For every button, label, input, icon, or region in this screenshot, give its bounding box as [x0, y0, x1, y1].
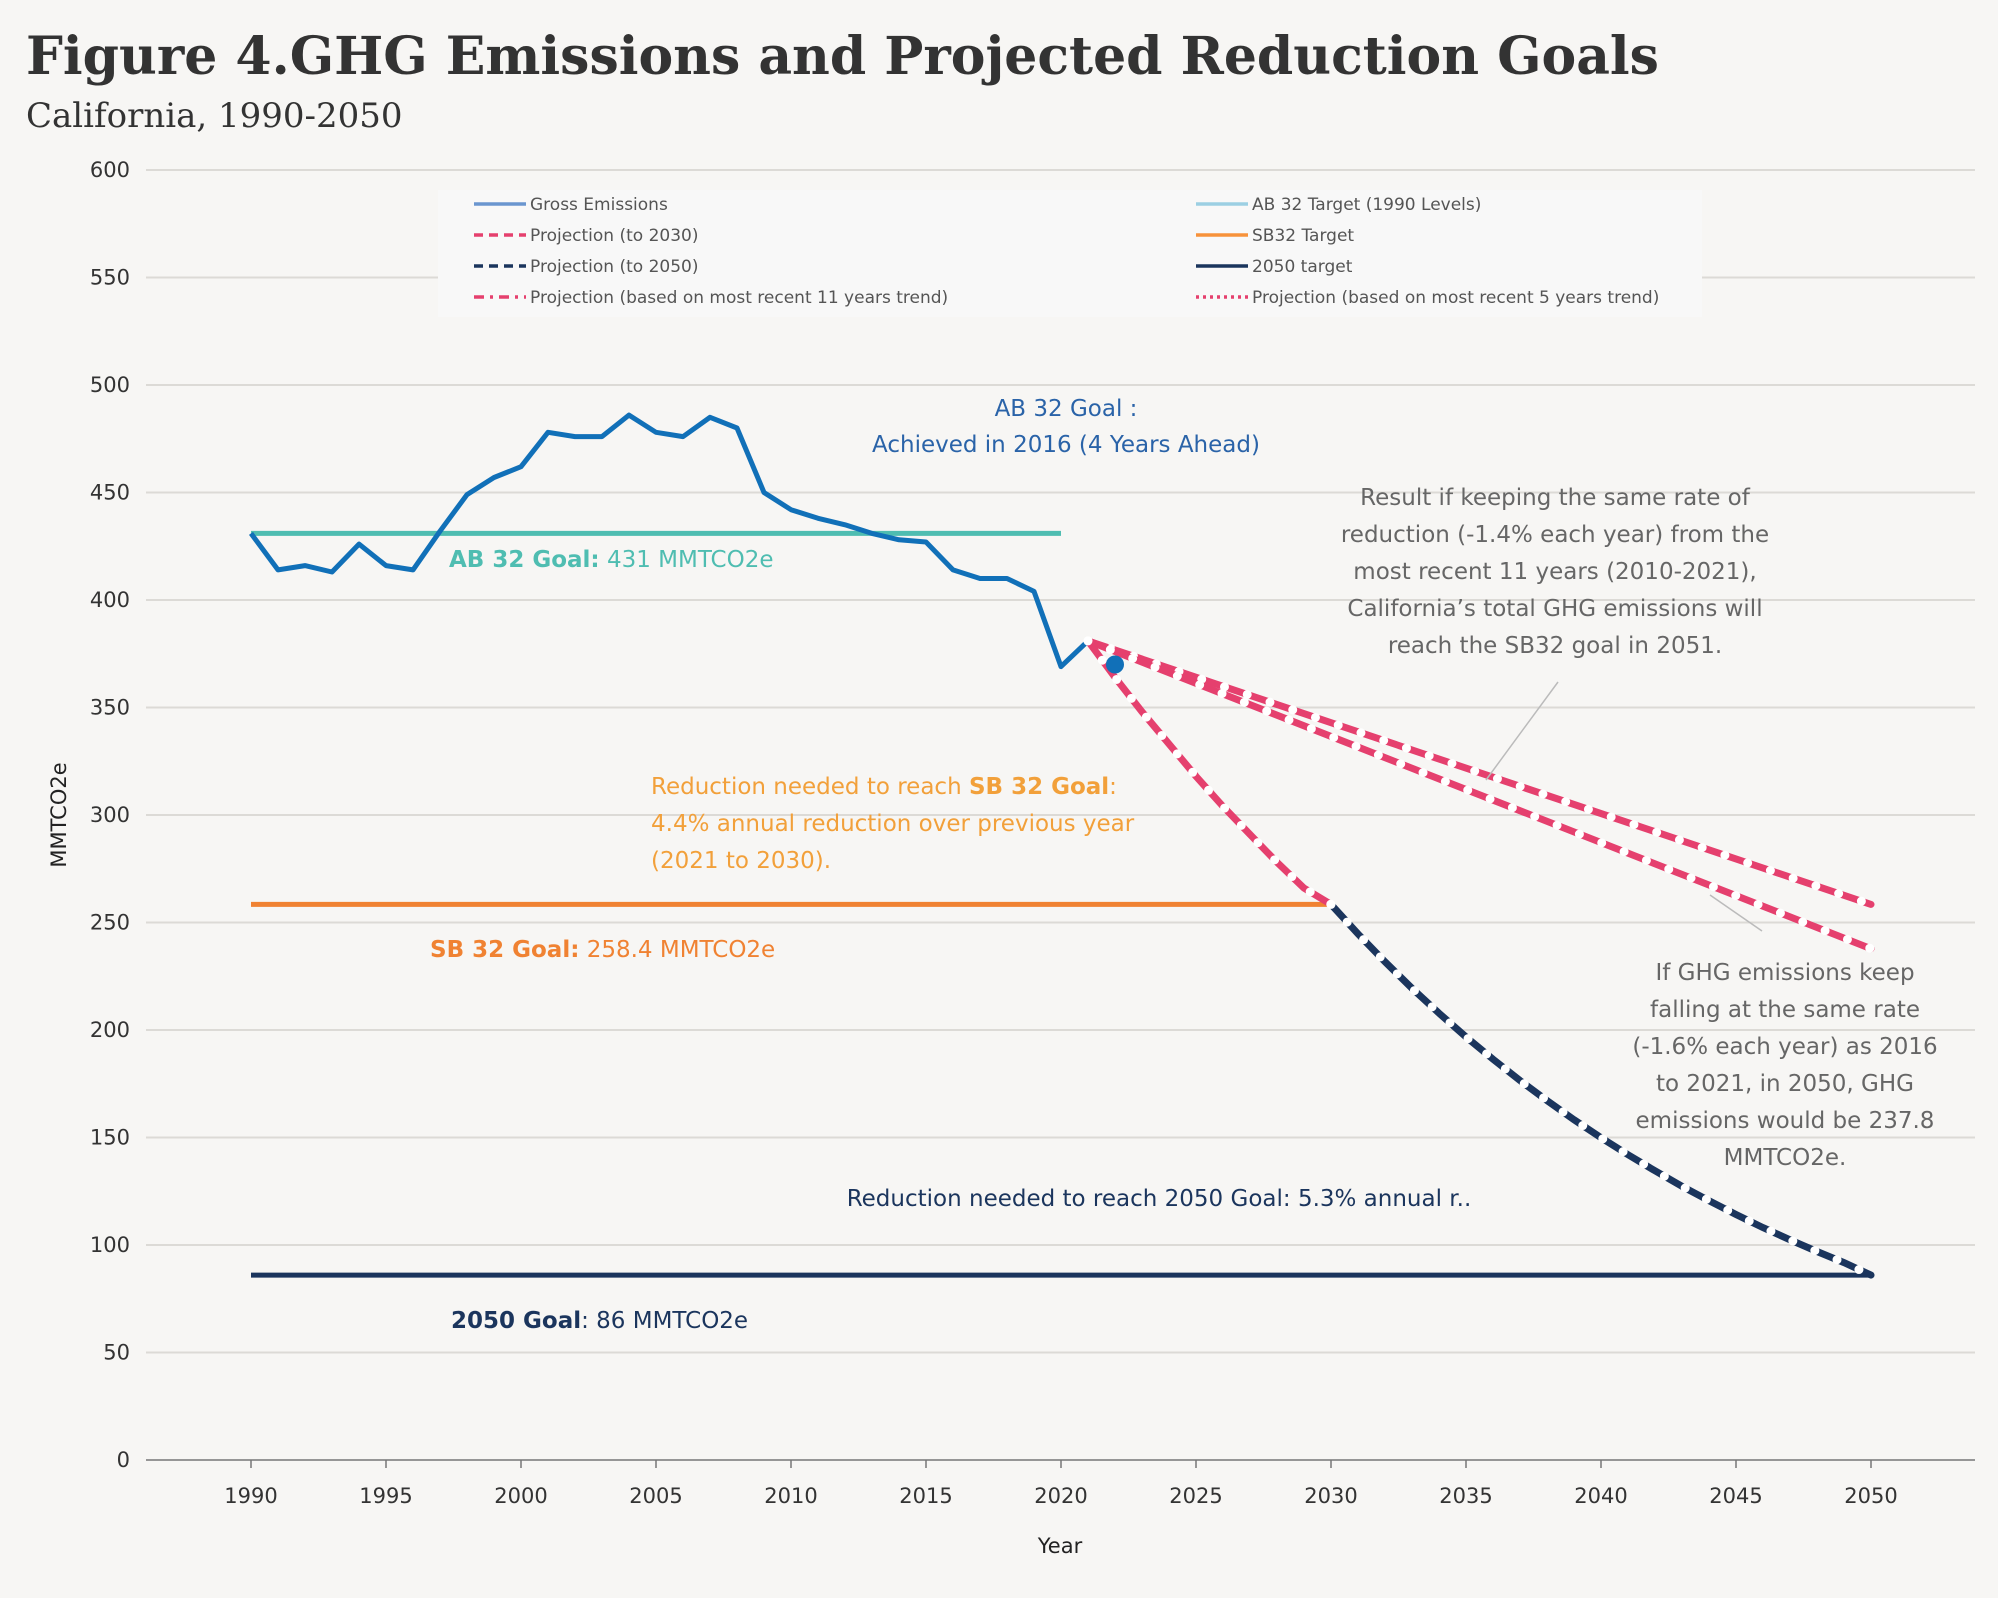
x-tick-label: 1995 — [359, 1484, 412, 1508]
ab32-achieved-text: Achieved in 2016 (4 Years Ahead) — [872, 432, 1260, 458]
trend-5yr-note-line: falling at the same rate — [1650, 997, 1920, 1023]
legend-label: Projection (based on most recent 11 year… — [530, 288, 948, 308]
x-tick-label: 2020 — [1034, 1484, 1087, 1508]
series — [248, 412, 1876, 1280]
legend-label: SB32 Target — [1252, 226, 1354, 246]
trend-5yr-note-line: MMTCO2e. — [1724, 1145, 1847, 1171]
leader-line-11yr — [1485, 681, 1559, 781]
legend-label: Projection (to 2050) — [530, 257, 698, 277]
y-tick-label: 50 — [103, 1341, 130, 1365]
projection-2050-line-dots — [1326, 899, 1876, 1280]
y-tick-label: 600 — [90, 158, 130, 182]
chart-title: Figure 4.GHG Emissions and Projected Red… — [26, 26, 1659, 87]
y-tick-label: 200 — [90, 1018, 130, 1042]
x-tick-label: 2005 — [629, 1484, 682, 1508]
trend-11yr-note-line: reduction (-1.4% each year) from the — [1341, 522, 1769, 548]
legend-box — [438, 190, 1702, 317]
ab32-goal-label: AB 32 Goal: 431 MMTCO2e — [449, 547, 774, 573]
projection-5yr-line-dots — [1083, 636, 1876, 954]
trend-5yr-note-line: emissions would be 237.8 — [1636, 1108, 1935, 1134]
trend-11yr-note-line: most recent 11 years (2010-2021), — [1353, 559, 1756, 585]
y-tick-label: 0 — [117, 1448, 130, 1472]
y-axis-title: MMTCO2e — [47, 762, 71, 867]
x-tick-label: 2030 — [1304, 1484, 1357, 1508]
sb32-goal-label: SB 32 Goal: 258.4 MMTCO2e — [430, 937, 775, 963]
sb32-needed-line3: (2021 to 2030). — [651, 848, 831, 874]
y-tick-label: 450 — [90, 481, 130, 505]
annotations: AB 32 Goal : Achieved in 2016 (4 Years Ah… — [430, 396, 1938, 1334]
trend-5yr-note-line: (-1.6% each year) as 2016 — [1632, 1034, 1937, 1060]
x-tick-label: 2050 — [1844, 1484, 1897, 1508]
sb32-needed-line2: 4.4% annual reduction over previous year — [651, 811, 1135, 837]
x-tick-label: 2035 — [1439, 1484, 1492, 1508]
gross-emissions-line — [248, 412, 1090, 670]
gridlines — [146, 169, 1975, 1354]
trend-11yr-note-line: California’s total GHG emissions will — [1347, 596, 1762, 622]
y-tick-label: 100 — [90, 1233, 130, 1257]
x-tick-label: 2015 — [899, 1484, 952, 1508]
leader-line-5yr — [1709, 894, 1763, 932]
x-tick-label: 2000 — [494, 1484, 547, 1508]
data-point-2022 — [1106, 655, 1124, 674]
legend: Gross Emissions AB 32 Target (1990 Levels… — [438, 190, 1702, 317]
y-tick-label: 350 — [90, 696, 130, 720]
x-tick-label: 1990 — [224, 1484, 277, 1508]
trend-5yr-note-line: If GHG emissions keep — [1655, 960, 1914, 986]
goal-2050-label: 2050 Goal: 86 MMTCO2e — [451, 1308, 748, 1334]
legend-label: AB 32 Target (1990 Levels) — [1252, 195, 1481, 215]
trend-5yr-note-line: to 2021, in 2050, GHG — [1656, 1071, 1914, 1097]
x-tick-label: 2025 — [1169, 1484, 1222, 1508]
projection-11yr-line — [1084, 637, 1875, 908]
x-tick-label: 2040 — [1574, 1484, 1627, 1508]
x-axis-title: Year — [1037, 1534, 1083, 1558]
projection-2030-line-dots — [1083, 636, 1336, 909]
y-tick-label: 150 — [90, 1126, 130, 1150]
x-tick-label: 2045 — [1709, 1484, 1762, 1508]
y-tick-label: 550 — [90, 266, 130, 290]
x-tick-label: 2010 — [764, 1484, 817, 1508]
y-tick-label: 400 — [90, 588, 130, 612]
goal-2050-needed: Reduction needed to reach 2050 Goal: 5.3… — [847, 1186, 1472, 1212]
trend-11yr-note-line: reach the SB32 goal in 2051. — [1388, 633, 1722, 659]
legend-label: 2050 target — [1252, 257, 1353, 277]
ab32-achieved-title: AB 32 Goal : — [995, 396, 1138, 422]
trend-11yr-note-line: Result if keeping the same rate of — [1360, 485, 1751, 511]
y-tick-label: 300 — [90, 803, 130, 827]
axes: 0 50 100 150 200 250 300 350 400 450 500 550 600 1990… — [47, 158, 1975, 1558]
legend-label: Projection (based on most recent 5 years… — [1252, 288, 1659, 308]
y-tick-label: 500 — [90, 373, 130, 397]
legend-label: Gross Emissions — [530, 195, 668, 215]
sb32-needed-line1: Reduction needed to reach SB 32 Goal: — [651, 774, 1117, 800]
chart-subtitle: California, 1990-2050 — [26, 96, 403, 136]
y-tick-label: 250 — [90, 911, 130, 935]
legend-label: Projection (to 2030) — [530, 226, 698, 246]
